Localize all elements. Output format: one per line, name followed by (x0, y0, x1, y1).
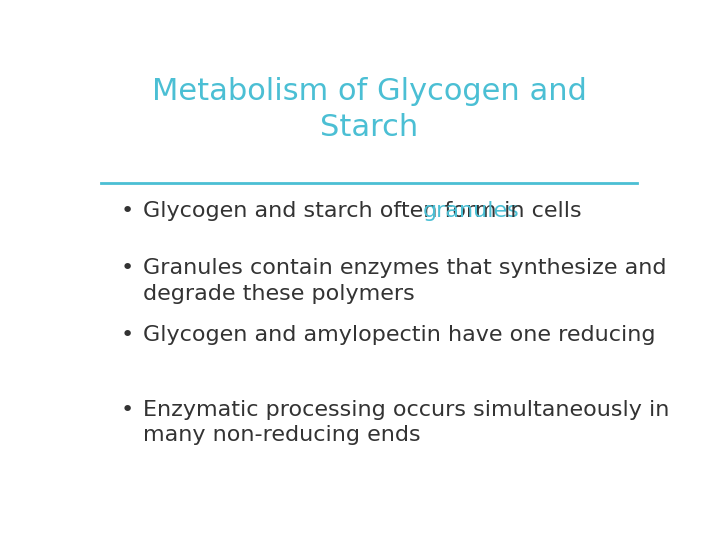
Text: •: • (121, 400, 134, 420)
Text: Metabolism of Glycogen and
Starch: Metabolism of Glycogen and Starch (152, 77, 586, 142)
Text: granules: granules (423, 201, 519, 221)
Text: •: • (121, 201, 134, 221)
Text: Granules contain enzymes that synthesize and
degrade these polymers: Granules contain enzymes that synthesize… (143, 258, 667, 303)
Text: •: • (121, 258, 134, 278)
Text: Glycogen and amylopectin have one reducing: Glycogen and amylopectin have one reduci… (143, 325, 655, 345)
Text: Enzymatic processing occurs simultaneously in
many non-reducing ends: Enzymatic processing occurs simultaneous… (143, 400, 670, 445)
Text: in cells: in cells (498, 201, 582, 221)
Text: •: • (121, 325, 134, 345)
Text: Glycogen and starch often form: Glycogen and starch often form (143, 201, 503, 221)
